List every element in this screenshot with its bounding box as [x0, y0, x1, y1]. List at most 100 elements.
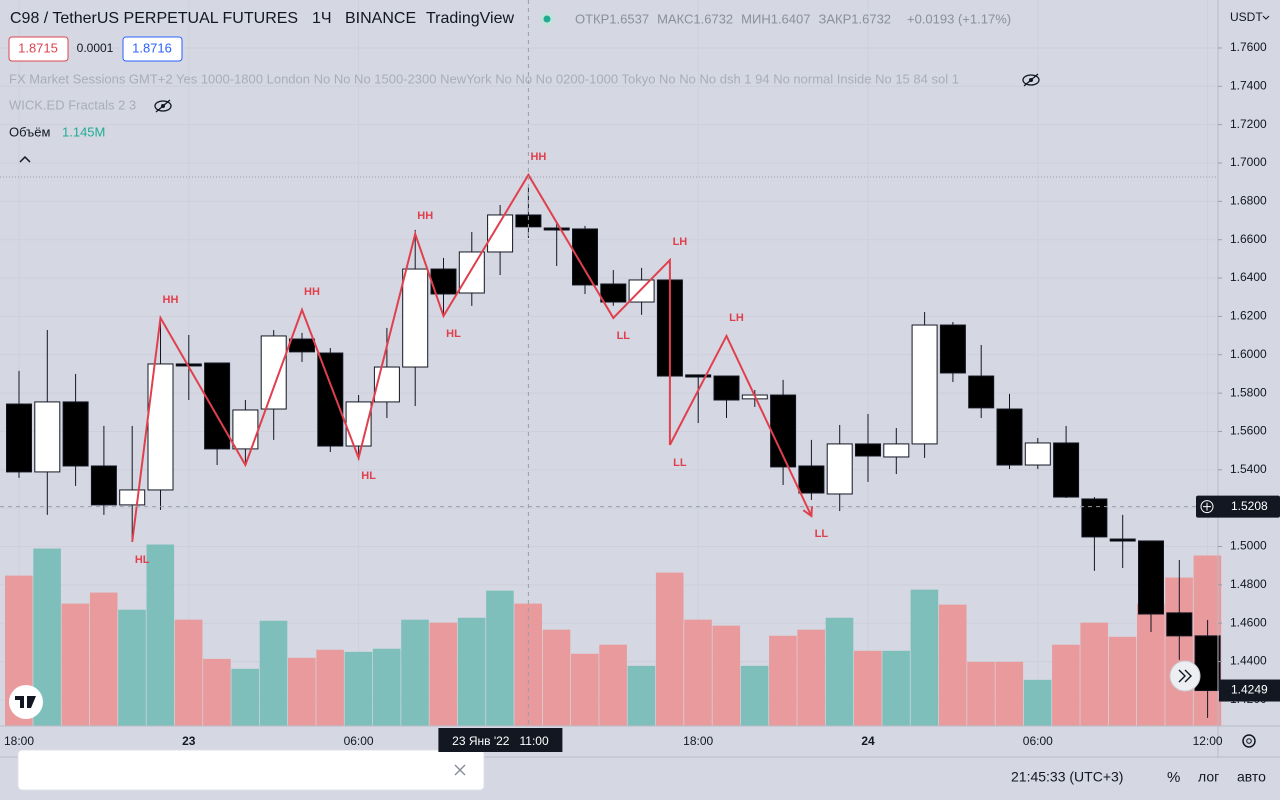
- zigzag: HL HH HH HL HH HL HH LL LH LL LH LL: [131, 151, 829, 566]
- ask-box[interactable]: [122, 36, 183, 62]
- x-tick-label: 06:00: [344, 734, 374, 748]
- x-tick-label: 24: [861, 734, 875, 748]
- volume-bar: [684, 619, 712, 726]
- candle-body: [402, 268, 429, 368]
- y-tick-label: 1.4800: [1230, 577, 1267, 591]
- bid[interactable]: 1.8715: [18, 40, 58, 55]
- bid-box[interactable]: [8, 36, 69, 62]
- dialog: [17, 749, 485, 791]
- indicator-fractals[interactable]: WICK.ED Fractals 2 3: [9, 97, 136, 112]
- percent-toggle[interactable]: %: [1167, 769, 1180, 786]
- candle-body: [6, 403, 32, 473]
- candle-body: [458, 251, 485, 294]
- volume-value: 1.145M: [62, 124, 105, 139]
- candle-body: [968, 375, 995, 409]
- y-tick-label: 1.6400: [1230, 270, 1267, 284]
- tv-logo[interactable]: [9, 685, 43, 719]
- dialog-close[interactable]: [454, 764, 466, 776]
- ask[interactable]: 1.8716: [132, 40, 172, 55]
- y-tick-label: 1.4400: [1230, 654, 1267, 668]
- hidden-icon[interactable]: [1022, 73, 1040, 87]
- indicator-sessions[interactable]: FX Market Sessions GMT+2 Yes 1000-1800 L…: [9, 71, 959, 86]
- crosshair-time-badge: [438, 728, 563, 752]
- volume-bar: [967, 661, 995, 726]
- candle-body: [1138, 540, 1164, 615]
- y-tick-label: 1.5800: [1230, 385, 1267, 399]
- crosshair-time: 23 Янв '22 11:00: [452, 734, 549, 748]
- log-toggle[interactable]: лог: [1198, 769, 1219, 785]
- currency-caret[interactable]: [1262, 15, 1270, 20]
- volume-bar: [1023, 679, 1052, 726]
- volume-bar: [457, 617, 486, 726]
- y-tick-label: 1.7400: [1230, 78, 1267, 92]
- ohlc-value: 1.6732: [851, 11, 891, 26]
- ohlc: ОТКР 1.6537 МАКС 1.6732 МИН 1.6407 ЗАКР 1.6732: [575, 11, 891, 26]
- volume-bar: [571, 653, 599, 726]
- volume-bar: [1080, 622, 1108, 726]
- candle-body: [317, 352, 344, 447]
- zigzag-arrow: [802, 505, 813, 518]
- interval[interactable]: 1Ч: [312, 10, 332, 27]
- last-price-badge: [1219, 679, 1280, 702]
- pivot-label: HH: [163, 294, 179, 306]
- candle-body: [1109, 538, 1136, 542]
- x-tick-label: 18:00: [683, 734, 713, 748]
- pivot-label: HL: [135, 554, 150, 566]
- candle-body: [1024, 442, 1051, 466]
- volume-bar: [61, 603, 90, 726]
- candle-body: [90, 465, 117, 506]
- collapse-arrow[interactable]: [19, 155, 31, 163]
- x-tick-label: 12:00: [1193, 734, 1223, 748]
- candle-body: [1166, 612, 1193, 637]
- y-tick-label: 1.6800: [1230, 194, 1267, 208]
- symbol[interactable]: C98 / TetherUS PERPETUAL FUTURES: [10, 10, 298, 27]
- volume-name[interactable]: Объём: [9, 124, 50, 139]
- volume-bar: [344, 651, 373, 726]
- candle-body: [713, 375, 740, 401]
- candle-body: [62, 401, 89, 467]
- volume-bar: [203, 658, 231, 726]
- ohlc-key: ОТКР: [575, 11, 609, 26]
- pivot-label: LL: [673, 457, 687, 469]
- hidden-icon[interactable]: [154, 99, 172, 113]
- ohlc-value: 1.6732: [693, 11, 733, 26]
- axes: 1.7600 1.7400 1.7200 1.7000 1.6800 1.6600 1.64…: [4, 40, 1267, 748]
- x-tick-label: 23: [182, 734, 196, 748]
- tv-logo-mark: [15, 696, 36, 708]
- status-dot: [543, 15, 551, 23]
- volume-bar: [174, 619, 203, 726]
- candle-body: [543, 227, 570, 231]
- candle-body: [119, 489, 146, 506]
- pivot-label: HH: [417, 210, 433, 222]
- y-tick-label: 1.5000: [1230, 539, 1267, 553]
- volume-bar: [1108, 636, 1137, 726]
- ohlc-key: ЗАКР: [818, 11, 851, 26]
- candle-body: [34, 401, 61, 473]
- clock[interactable]: 21:45:33 (UTC+3): [1011, 769, 1123, 785]
- spread: 0.0001: [77, 41, 114, 55]
- currency[interactable]: USDT: [1230, 10, 1263, 24]
- scroll-icon: [1178, 669, 1192, 683]
- candle-body: [204, 362, 231, 450]
- ohlc-key: МИН: [741, 11, 771, 26]
- volume-bar: [938, 604, 967, 726]
- volume-bar: [769, 635, 797, 726]
- ohlc-key: МАКС: [657, 11, 693, 26]
- volume-bar: [259, 620, 288, 726]
- pivot-label: HH: [530, 151, 546, 163]
- volume-bar: [118, 609, 146, 726]
- ohlc-value: 1.6537: [609, 11, 649, 26]
- volume-bar: [542, 629, 571, 726]
- volume-bar: [89, 592, 118, 726]
- auto-toggle[interactable]: авто: [1237, 769, 1266, 785]
- candles: [6, 186, 1221, 718]
- candle-body: [1081, 498, 1108, 538]
- y-tick-label: 1.7000: [1230, 155, 1267, 169]
- crosshair-price: 1.5208: [1231, 499, 1268, 513]
- candle-body: [826, 443, 853, 495]
- pivot-label: LL: [815, 528, 829, 540]
- candle-body: [373, 366, 400, 403]
- candle-body: [939, 324, 966, 374]
- volume-bar: [599, 644, 627, 726]
- settings-icon[interactable]: [1242, 734, 1256, 748]
